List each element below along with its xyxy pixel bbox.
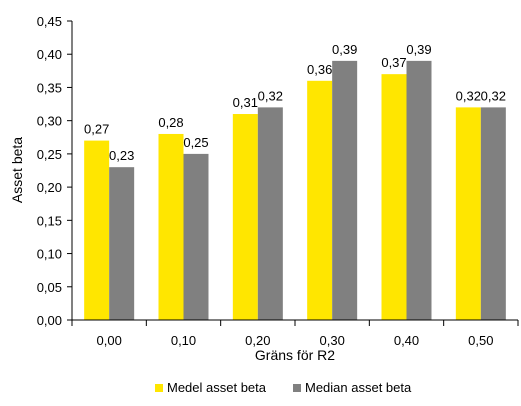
data-label: 0,37 xyxy=(381,55,406,70)
y-tick-label: 0,35 xyxy=(37,80,62,95)
x-tick-label: 0,10 xyxy=(171,333,196,348)
legend: Medel asset beta Median asset beta xyxy=(155,380,412,395)
y-tick-label: 0,30 xyxy=(37,114,62,129)
x-axis-title: Gräns för R2 xyxy=(255,347,335,363)
data-label: 0,39 xyxy=(332,42,357,57)
bar-medel xyxy=(307,80,333,320)
data-label: 0,36 xyxy=(307,62,332,77)
y-tick-label: 0,45 xyxy=(37,14,62,29)
bar-median xyxy=(332,60,358,320)
data-label: 0,32 xyxy=(258,88,283,103)
data-label: 0,27 xyxy=(84,122,109,137)
legend-label: Median asset beta xyxy=(305,380,412,395)
legend-swatch xyxy=(293,384,301,392)
bar-medel xyxy=(84,140,110,320)
y-tick-label: 0,00 xyxy=(37,313,62,328)
x-tick-label: 0,50 xyxy=(468,333,493,348)
bar-median xyxy=(257,107,283,320)
x-tick-label: 0,30 xyxy=(320,333,345,348)
bar-medel xyxy=(158,133,184,320)
y-tick-label: 0,25 xyxy=(37,147,62,162)
data-label: 0,31 xyxy=(233,95,258,110)
bar-median xyxy=(406,60,432,320)
legend-label: Medel asset beta xyxy=(167,380,267,395)
legend-swatch xyxy=(155,384,163,392)
x-tick-label: 0,20 xyxy=(245,333,270,348)
bar-median xyxy=(480,107,506,320)
y-tick-label: 0,20 xyxy=(37,180,62,195)
x-tick-label: 0,00 xyxy=(97,333,122,348)
data-label: 0,39 xyxy=(406,42,431,57)
data-label: 0,25 xyxy=(183,135,208,150)
data-label: 0,28 xyxy=(158,115,183,130)
x-tick-label: 0,40 xyxy=(394,333,419,348)
bar-medel xyxy=(381,74,407,321)
y-tick-label: 0,05 xyxy=(37,280,62,295)
y-axis-title: Asset beta xyxy=(9,137,25,203)
y-tick-label: 0,40 xyxy=(37,47,62,62)
bar-medel xyxy=(232,114,258,321)
y-tick-label: 0,10 xyxy=(37,247,62,262)
data-label: 0,32 xyxy=(456,88,481,103)
y-tick-label: 0,15 xyxy=(37,213,62,228)
data-label: 0,32 xyxy=(481,88,506,103)
bar-medel xyxy=(455,107,481,320)
data-label: 0,23 xyxy=(109,148,134,163)
bar-median xyxy=(109,167,135,320)
bar-median xyxy=(183,153,209,320)
